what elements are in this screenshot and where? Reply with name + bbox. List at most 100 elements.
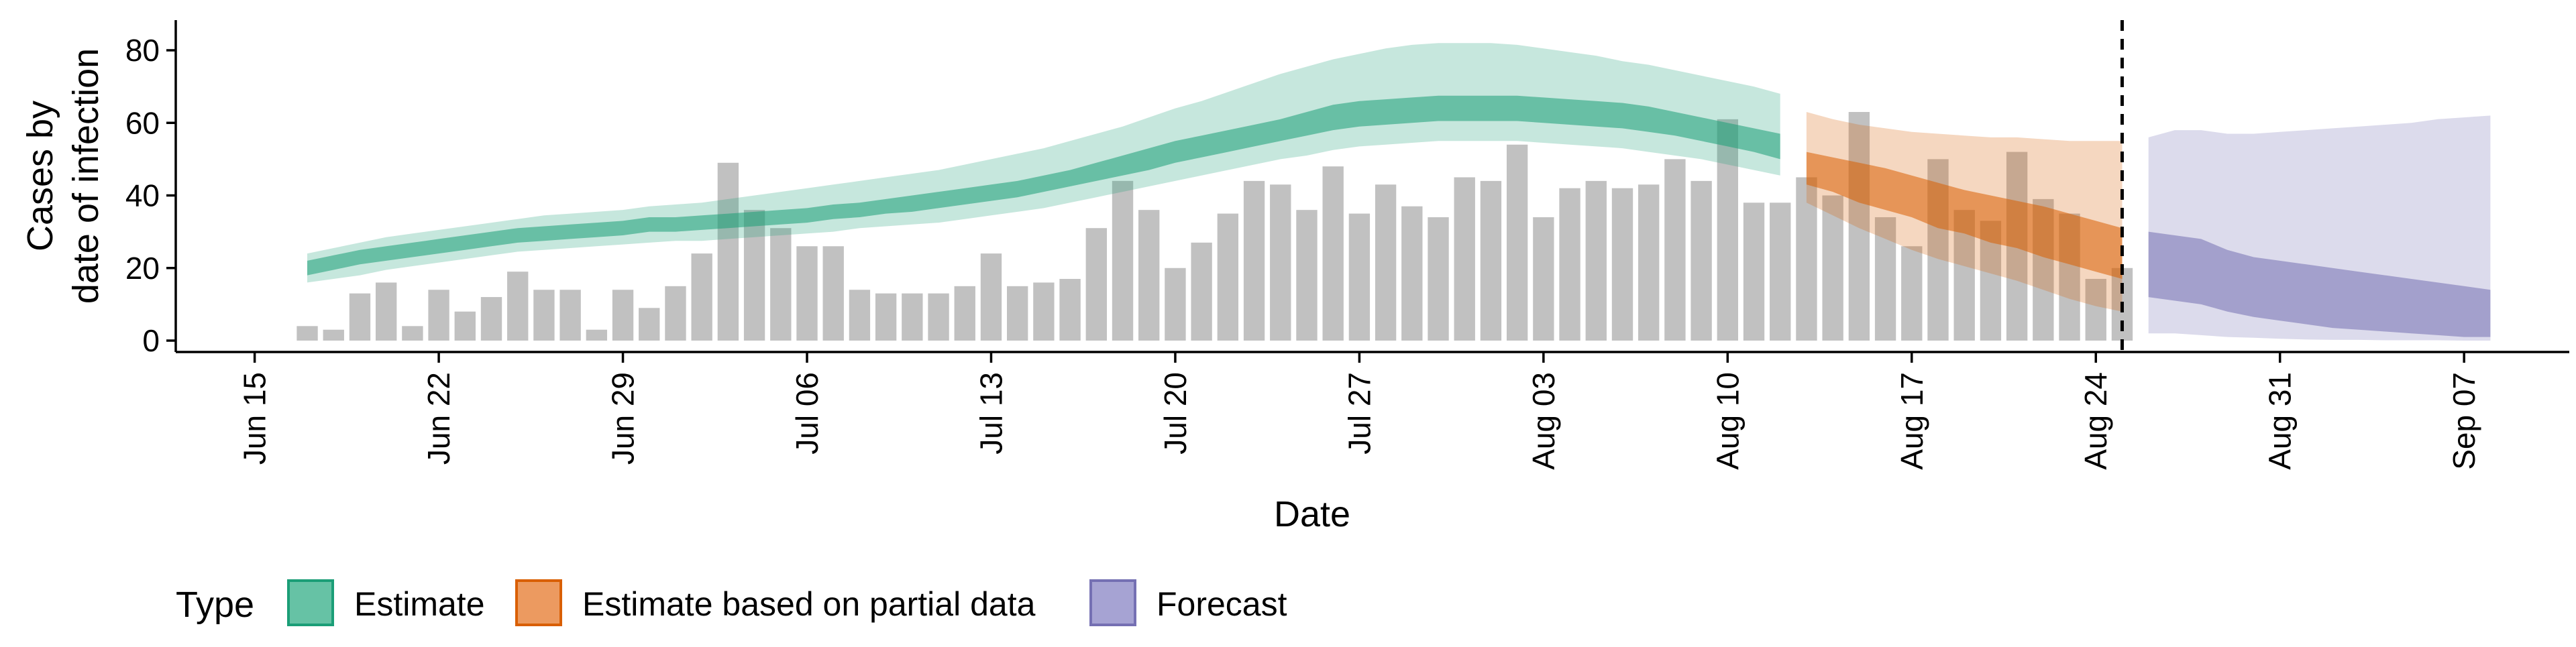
legend-title: Type [176,585,254,625]
bar [796,246,818,341]
x-tick-label: Jun 29 [606,372,641,465]
bar [454,311,476,341]
bar [2085,278,2106,341]
x-axis-title: Date [1274,494,1350,534]
y-tick-label: 20 [125,251,160,286]
x-tick-label: Aug 03 [1526,372,1561,470]
bar [1454,177,1475,341]
bar [1401,206,1423,341]
x-tick-label: Aug 31 [2263,372,2298,470]
bar [1243,180,1265,341]
bar [1717,119,1739,341]
bar [1085,228,1107,341]
bar [1770,202,1791,341]
bar [507,272,529,341]
bar [875,293,897,341]
bar [1348,213,1371,341]
x-tick-label: Aug 17 [1894,372,1929,470]
x-tick-label: Aug 10 [1710,372,1745,470]
bar [1059,278,1081,341]
y-tick-label: 60 [125,105,160,140]
bar [1822,195,1843,341]
legend-swatch [515,579,562,626]
estimate-ribbon-50 [307,95,1780,276]
bar [1901,246,1923,341]
bar [665,286,686,341]
x-tick-label: Jul 20 [1158,372,1193,455]
bar [1428,217,1449,341]
forecast-ribbon-50 [2148,231,2491,337]
bar [1638,184,1660,341]
legend-swatch [1089,579,1136,626]
y-axis-title-line-1: Cases by [20,101,60,251]
bar [1743,202,1765,341]
bar [612,290,634,341]
y-tick-label: 40 [125,178,160,213]
x-tick-label: Jul 06 [790,372,824,455]
bar [1322,166,1344,341]
bar [1033,282,1055,341]
bar [428,290,449,341]
bar [1848,112,1870,341]
y-tick-label: 0 [142,323,160,358]
bar [822,246,844,341]
bar [1533,217,1554,341]
x-tick-label: Jul 27 [1342,372,1377,455]
bar [375,282,397,341]
y-tick-label: 80 [125,33,160,68]
bar [1006,286,1028,341]
bar [849,290,871,341]
legend: Type Estimate Estimate based on partial da… [176,579,1287,626]
bar [1664,159,1686,341]
bar [770,228,792,341]
bar [1874,217,1896,341]
axes: 0 20 40 60 80 Jun 15 Jun 22 Jun 29 Jul 06 Jul 13 J… [20,20,2569,534]
bar [1165,268,1186,341]
bar [1506,144,1528,341]
bar [1690,180,1712,341]
bar [954,286,975,341]
ribbon-bands [307,43,2491,341]
bar [1796,177,1817,341]
legend-label: Estimate based on partial data [582,585,1036,623]
bar-series [297,112,2133,341]
bar [323,329,344,341]
bar [1559,188,1580,341]
bar [1191,242,1212,341]
estimate-ribbon-90 [307,43,1780,283]
bar [902,293,923,341]
bar [1217,213,1239,341]
bar [1611,188,1633,341]
bar [980,253,1002,341]
bar [1138,210,1160,341]
x-tick-label: Aug 24 [2078,372,2113,470]
partial-ribbon-50 [1806,152,2123,279]
bar [743,210,765,341]
legend-label: Forecast [1157,585,1287,623]
legend-label: Estimate [354,585,485,623]
bar [717,162,739,341]
bar [559,290,581,341]
bar [1375,184,1397,341]
legend-swatch [287,579,334,626]
bar [1296,210,1318,341]
bar [928,293,949,341]
bar [349,293,371,341]
bar [533,290,555,341]
bar [1480,180,1502,341]
bar [297,326,318,341]
y-axis-title-line-2: date of infection [66,48,106,304]
x-tick-label: Sep 07 [2447,372,2481,470]
bar [586,329,608,341]
x-tick-label: Jul 13 [973,372,1008,455]
bar [691,253,712,341]
bar [1270,184,1291,341]
x-tick-label: Jun 15 [237,372,272,465]
bar [1112,180,1134,341]
bar [480,297,502,341]
x-tick-label: Jun 22 [421,372,456,465]
bar [1585,180,1607,341]
bar [402,326,423,341]
